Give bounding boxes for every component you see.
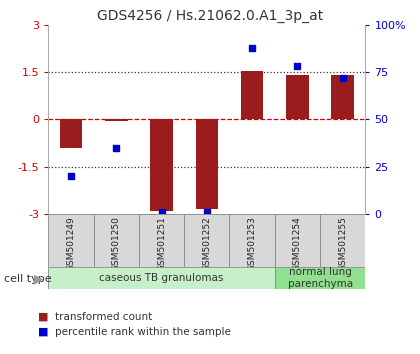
Bar bbox=[275, 267, 365, 289]
Bar bbox=[94, 214, 139, 267]
Text: caseous TB granulomas: caseous TB granulomas bbox=[100, 273, 224, 283]
Bar bbox=[275, 214, 320, 267]
Bar bbox=[48, 214, 94, 267]
Bar bbox=[286, 75, 309, 119]
Text: GDS4256 / Hs.21062.0.A1_3p_at: GDS4256 / Hs.21062.0.A1_3p_at bbox=[97, 9, 323, 23]
Text: GSM501255: GSM501255 bbox=[338, 216, 347, 271]
Bar bbox=[320, 214, 365, 267]
Bar bbox=[60, 119, 82, 148]
Text: GSM501254: GSM501254 bbox=[293, 216, 302, 270]
Text: GSM501252: GSM501252 bbox=[202, 216, 211, 270]
Bar bbox=[105, 119, 128, 121]
Text: GSM501251: GSM501251 bbox=[157, 216, 166, 271]
Bar bbox=[139, 214, 184, 267]
Text: cell type: cell type bbox=[4, 274, 52, 284]
Bar bbox=[229, 214, 275, 267]
Text: ■: ■ bbox=[38, 327, 48, 337]
Text: GSM501250: GSM501250 bbox=[112, 216, 121, 271]
Text: transformed count: transformed count bbox=[55, 312, 152, 322]
Bar bbox=[48, 267, 275, 289]
Text: ■: ■ bbox=[38, 312, 48, 322]
Text: GSM501249: GSM501249 bbox=[66, 216, 76, 270]
Bar bbox=[241, 70, 263, 119]
Bar bbox=[184, 214, 229, 267]
Text: ▶: ▶ bbox=[34, 272, 43, 285]
Bar bbox=[331, 75, 354, 119]
Bar bbox=[196, 119, 218, 210]
Text: percentile rank within the sample: percentile rank within the sample bbox=[55, 327, 231, 337]
Text: normal lung
parenchyma: normal lung parenchyma bbox=[288, 267, 353, 289]
Bar bbox=[150, 119, 173, 211]
Text: GSM501253: GSM501253 bbox=[248, 216, 257, 271]
